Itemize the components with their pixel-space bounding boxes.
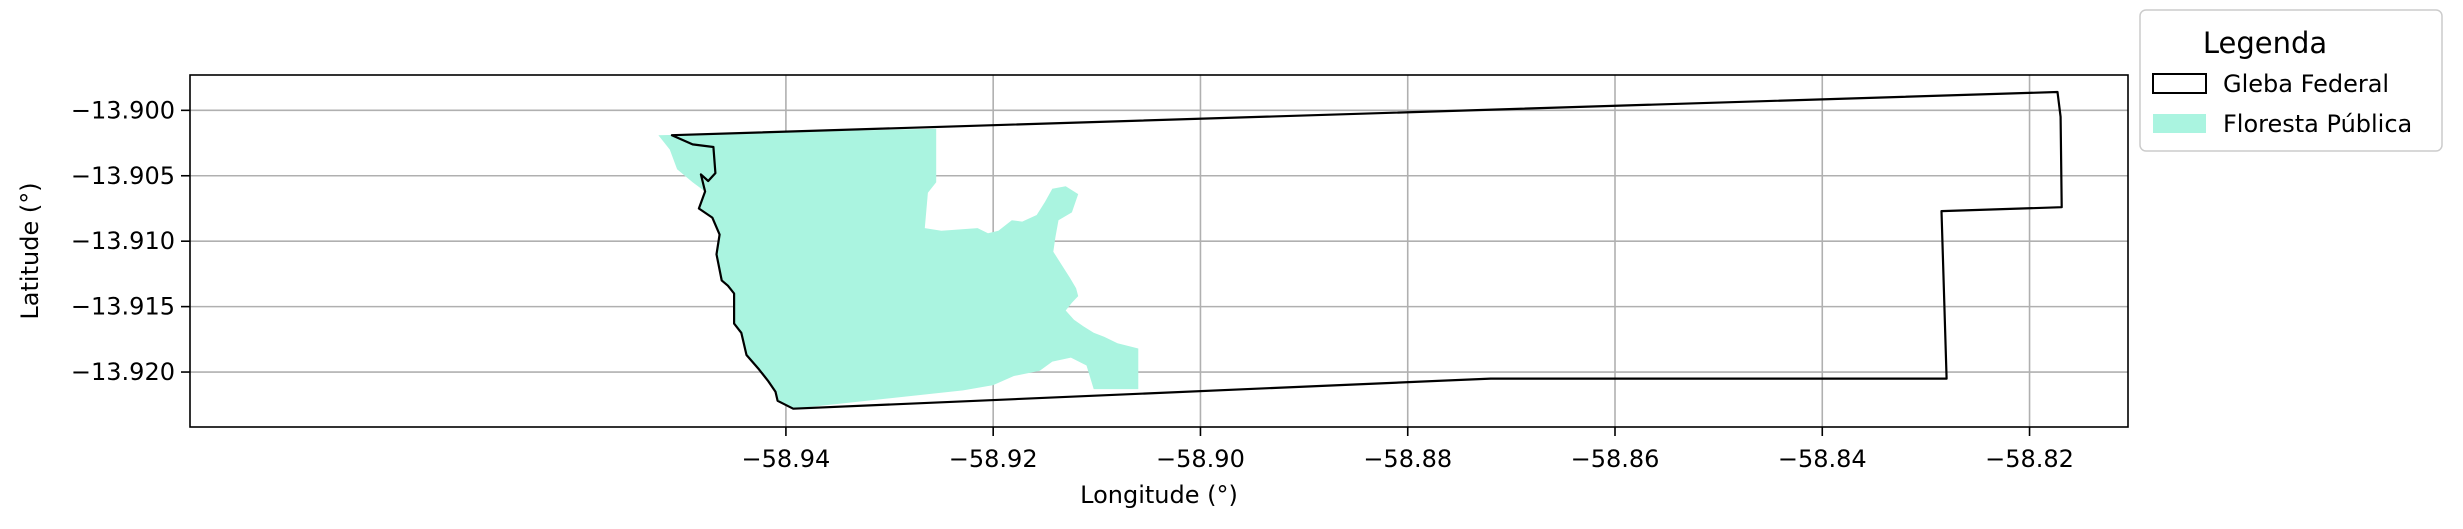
legend-title: Legenda	[2203, 26, 2327, 60]
legend-box	[2139, 9, 2443, 152]
legend: Legenda Gleba Federal Floresta Pública	[2139, 9, 2443, 152]
polygon-floresta-publica	[658, 128, 1139, 409]
axes-frame	[189, 74, 2129, 428]
grid-lines	[190, 75, 2128, 427]
x-tick-label: −58.86	[1571, 445, 1660, 473]
legend-swatch-floresta-publica	[2153, 114, 2206, 133]
x-tick-label: −58.88	[1363, 445, 1452, 473]
x-tick-label: −58.94	[741, 445, 830, 473]
y-tick-label: −13.920	[71, 358, 175, 386]
map-layers	[658, 90, 2063, 410]
axis-ticks: −58.94 −58.92 −58.90 −58.88 −58.86 −58.84 −58.…	[71, 96, 2074, 473]
y-tick-label: −13.910	[71, 227, 175, 255]
y-tick-label: −13.900	[71, 96, 175, 124]
x-tick-label: −58.92	[949, 445, 1038, 473]
legend-swatch-gleba-federal	[2152, 73, 2207, 94]
plot-area: −58.94 −58.92 −58.90 −58.88 −58.86 −58.84 −58.…	[71, 74, 2129, 473]
x-axis-label: Longitude (°)	[1080, 481, 1238, 509]
legend-entry-gleba-federal: Gleba Federal	[2223, 70, 2389, 98]
axes-background	[190, 75, 2128, 427]
legend-entry-floresta-publica: Floresta Pública	[2223, 110, 2412, 138]
y-axis-label: Latitude (°)	[16, 182, 44, 319]
x-tick-label: −58.82	[1985, 445, 2074, 473]
x-tick-label: −58.90	[1156, 445, 1245, 473]
y-tick-label: −13.905	[71, 162, 175, 190]
x-tick-label: −58.84	[1778, 445, 1867, 473]
y-tick-label: −13.915	[71, 293, 175, 321]
polygon-gleba-federal	[670, 90, 2063, 410]
